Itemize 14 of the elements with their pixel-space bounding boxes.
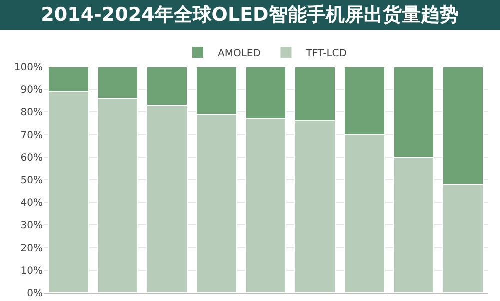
y-tick-label: 20%: [20, 243, 43, 254]
y-tick-label: 70%: [20, 130, 43, 142]
y-tick-label: 10%: [20, 266, 43, 277]
y-tick-label: 40%: [20, 198, 43, 210]
y-tick-label: 80%: [20, 108, 43, 119]
y-tick-label: 90%: [20, 85, 43, 96]
y-tick-label: 30%: [20, 220, 43, 232]
y-tick-label: 0%: [27, 288, 43, 300]
y-tick-label: 100%: [14, 62, 43, 74]
chart-title: 2014-2024年全球OLED智能手机屏出货量趋势: [0, 0, 500, 30]
y-tick-label: 50%: [20, 176, 43, 186]
legend-label: AMOLED: [218, 48, 262, 60]
y-tick-label: 60%: [20, 152, 43, 164]
legend-label: TFT-LCD: [305, 48, 348, 60]
